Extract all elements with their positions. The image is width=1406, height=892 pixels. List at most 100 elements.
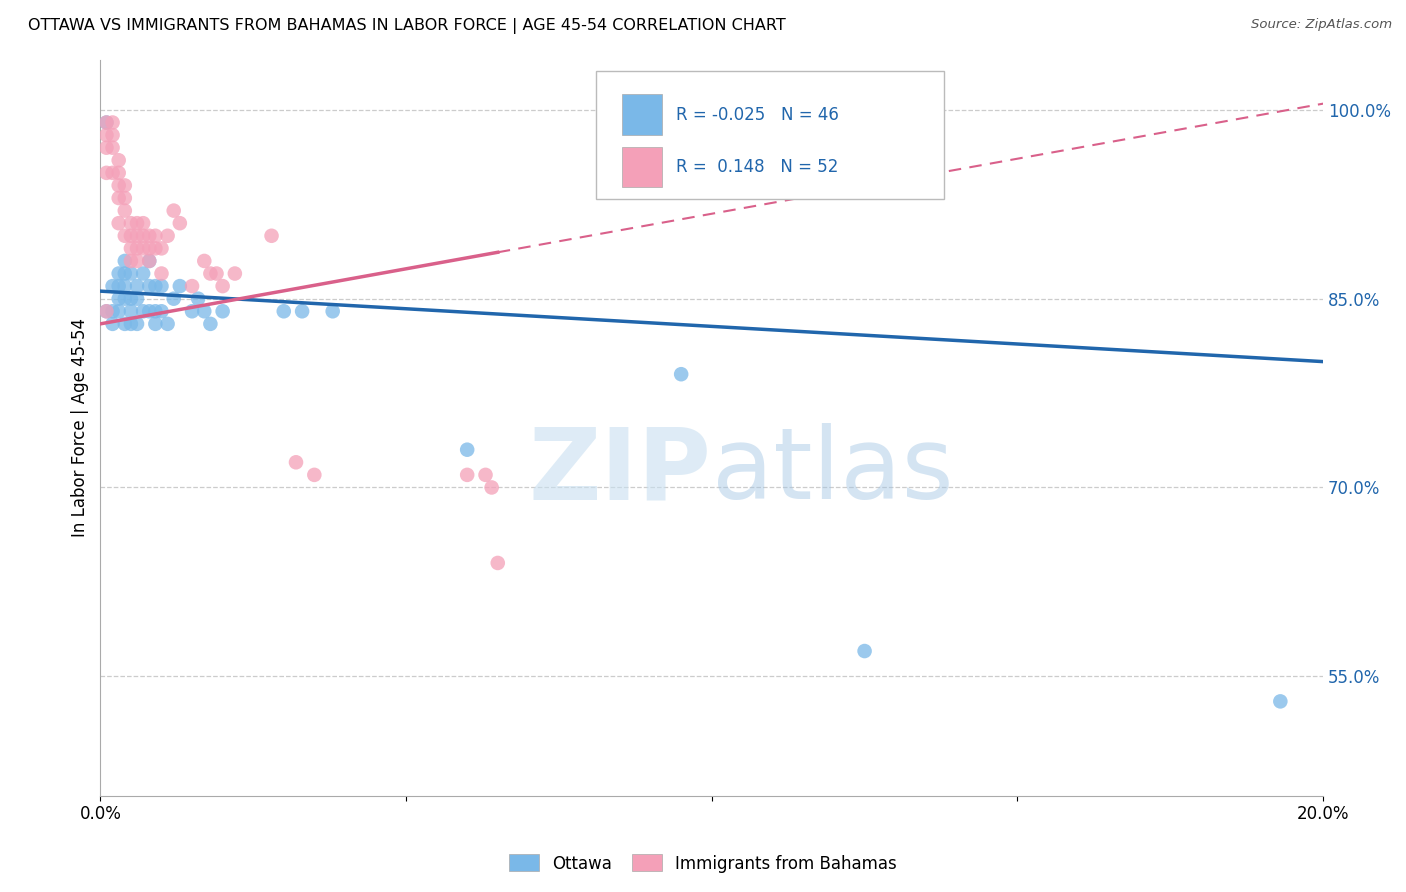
Point bbox=[114, 228, 136, 243]
Point bbox=[163, 292, 186, 306]
Point bbox=[260, 228, 283, 243]
Point bbox=[853, 644, 876, 658]
Point bbox=[114, 178, 136, 193]
Text: atlas: atlas bbox=[711, 424, 953, 520]
Point bbox=[273, 304, 295, 318]
Point bbox=[101, 115, 124, 129]
Point bbox=[107, 292, 129, 306]
Point bbox=[156, 317, 179, 331]
Point bbox=[107, 216, 129, 230]
Point bbox=[132, 228, 155, 243]
Point bbox=[96, 115, 118, 129]
Point bbox=[120, 317, 142, 331]
Point bbox=[132, 304, 155, 318]
Text: R =  0.148   N = 52: R = 0.148 N = 52 bbox=[676, 158, 838, 176]
Point bbox=[101, 279, 124, 293]
Point bbox=[200, 317, 222, 331]
Point bbox=[150, 304, 173, 318]
Point bbox=[138, 304, 160, 318]
Point bbox=[481, 480, 503, 494]
Point bbox=[107, 304, 129, 318]
Point bbox=[101, 128, 124, 142]
Point bbox=[187, 292, 209, 306]
Point bbox=[291, 304, 314, 318]
Point bbox=[120, 304, 142, 318]
Point bbox=[114, 254, 136, 268]
Point bbox=[224, 267, 246, 281]
Point bbox=[101, 141, 124, 155]
Point bbox=[114, 317, 136, 331]
FancyBboxPatch shape bbox=[623, 95, 662, 135]
Point bbox=[96, 115, 118, 129]
Point bbox=[114, 267, 136, 281]
Point bbox=[101, 304, 124, 318]
Point bbox=[285, 455, 308, 469]
Point bbox=[114, 191, 136, 205]
Point bbox=[120, 241, 142, 255]
Point bbox=[1270, 694, 1292, 708]
Point bbox=[107, 153, 129, 168]
Point bbox=[101, 166, 124, 180]
Point bbox=[145, 304, 167, 318]
Point bbox=[125, 216, 148, 230]
Point bbox=[211, 304, 233, 318]
Point bbox=[145, 228, 167, 243]
Point bbox=[125, 228, 148, 243]
Point bbox=[200, 267, 222, 281]
Point bbox=[101, 317, 124, 331]
Point bbox=[150, 279, 173, 293]
Point bbox=[169, 279, 191, 293]
Point bbox=[181, 304, 204, 318]
Point bbox=[114, 292, 136, 306]
Text: OTTAWA VS IMMIGRANTS FROM BAHAMAS IN LABOR FORCE | AGE 45-54 CORRELATION CHART: OTTAWA VS IMMIGRANTS FROM BAHAMAS IN LAB… bbox=[28, 18, 786, 34]
Point bbox=[669, 368, 692, 382]
Point bbox=[193, 254, 215, 268]
Point bbox=[150, 241, 173, 255]
Point bbox=[120, 216, 142, 230]
Point bbox=[107, 267, 129, 281]
Point bbox=[145, 317, 167, 331]
Point bbox=[456, 442, 478, 457]
Point bbox=[120, 254, 142, 268]
Point bbox=[486, 556, 509, 570]
Point bbox=[132, 241, 155, 255]
Point bbox=[114, 279, 136, 293]
Point bbox=[322, 304, 344, 318]
Point bbox=[125, 292, 148, 306]
Point bbox=[114, 203, 136, 218]
Point bbox=[125, 241, 148, 255]
Point bbox=[304, 467, 326, 482]
Point bbox=[211, 279, 233, 293]
Point bbox=[138, 254, 160, 268]
Point bbox=[181, 279, 204, 293]
FancyBboxPatch shape bbox=[623, 147, 662, 187]
Point bbox=[96, 304, 118, 318]
Point bbox=[120, 292, 142, 306]
Point bbox=[125, 317, 148, 331]
Text: R = -0.025   N = 46: R = -0.025 N = 46 bbox=[676, 105, 839, 123]
Point bbox=[205, 267, 228, 281]
Point bbox=[156, 228, 179, 243]
FancyBboxPatch shape bbox=[596, 70, 943, 200]
Text: ZIP: ZIP bbox=[529, 424, 711, 520]
Point bbox=[145, 241, 167, 255]
Point bbox=[120, 267, 142, 281]
Point bbox=[125, 254, 148, 268]
Point bbox=[138, 254, 160, 268]
Point bbox=[132, 267, 155, 281]
Y-axis label: In Labor Force | Age 45-54: In Labor Force | Age 45-54 bbox=[72, 318, 89, 537]
Point bbox=[145, 279, 167, 293]
Point bbox=[132, 216, 155, 230]
Point bbox=[138, 279, 160, 293]
Point bbox=[107, 178, 129, 193]
Point bbox=[456, 467, 478, 482]
Point bbox=[96, 304, 118, 318]
Point bbox=[107, 191, 129, 205]
Point bbox=[107, 279, 129, 293]
Point bbox=[169, 216, 191, 230]
Point bbox=[125, 279, 148, 293]
Point bbox=[96, 166, 118, 180]
Point bbox=[96, 141, 118, 155]
Point bbox=[96, 128, 118, 142]
Point bbox=[150, 267, 173, 281]
